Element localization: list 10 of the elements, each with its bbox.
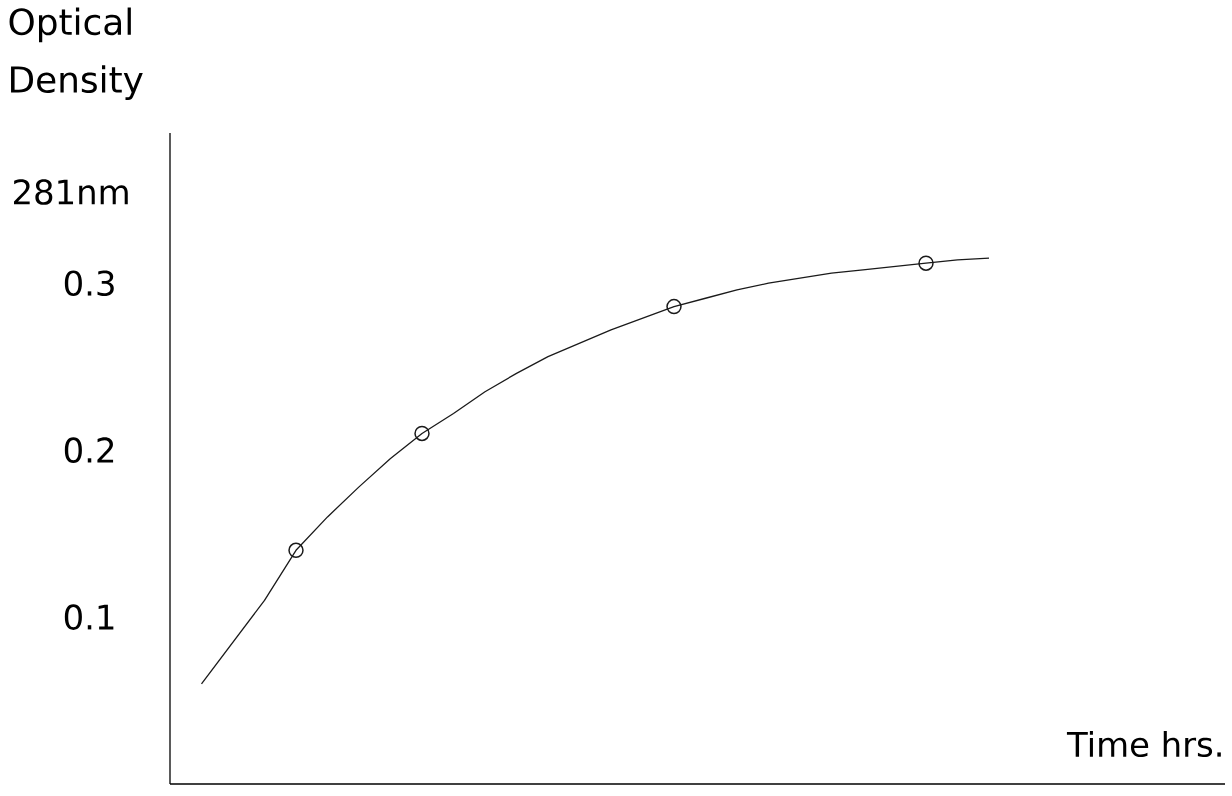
y-axis-title: Optical Density [9,7,143,100]
y-tick-label: 0.1 [64,604,114,630]
y-tick-label: 0.2 [64,437,114,463]
text: 281nm [14,179,128,205]
point [288,542,304,559]
y-tick-label: 0.3 [64,270,114,297]
point [414,425,430,442]
point [666,298,682,315]
point [918,255,934,271]
x-axis-title: Time hrs. [1066,730,1221,758]
